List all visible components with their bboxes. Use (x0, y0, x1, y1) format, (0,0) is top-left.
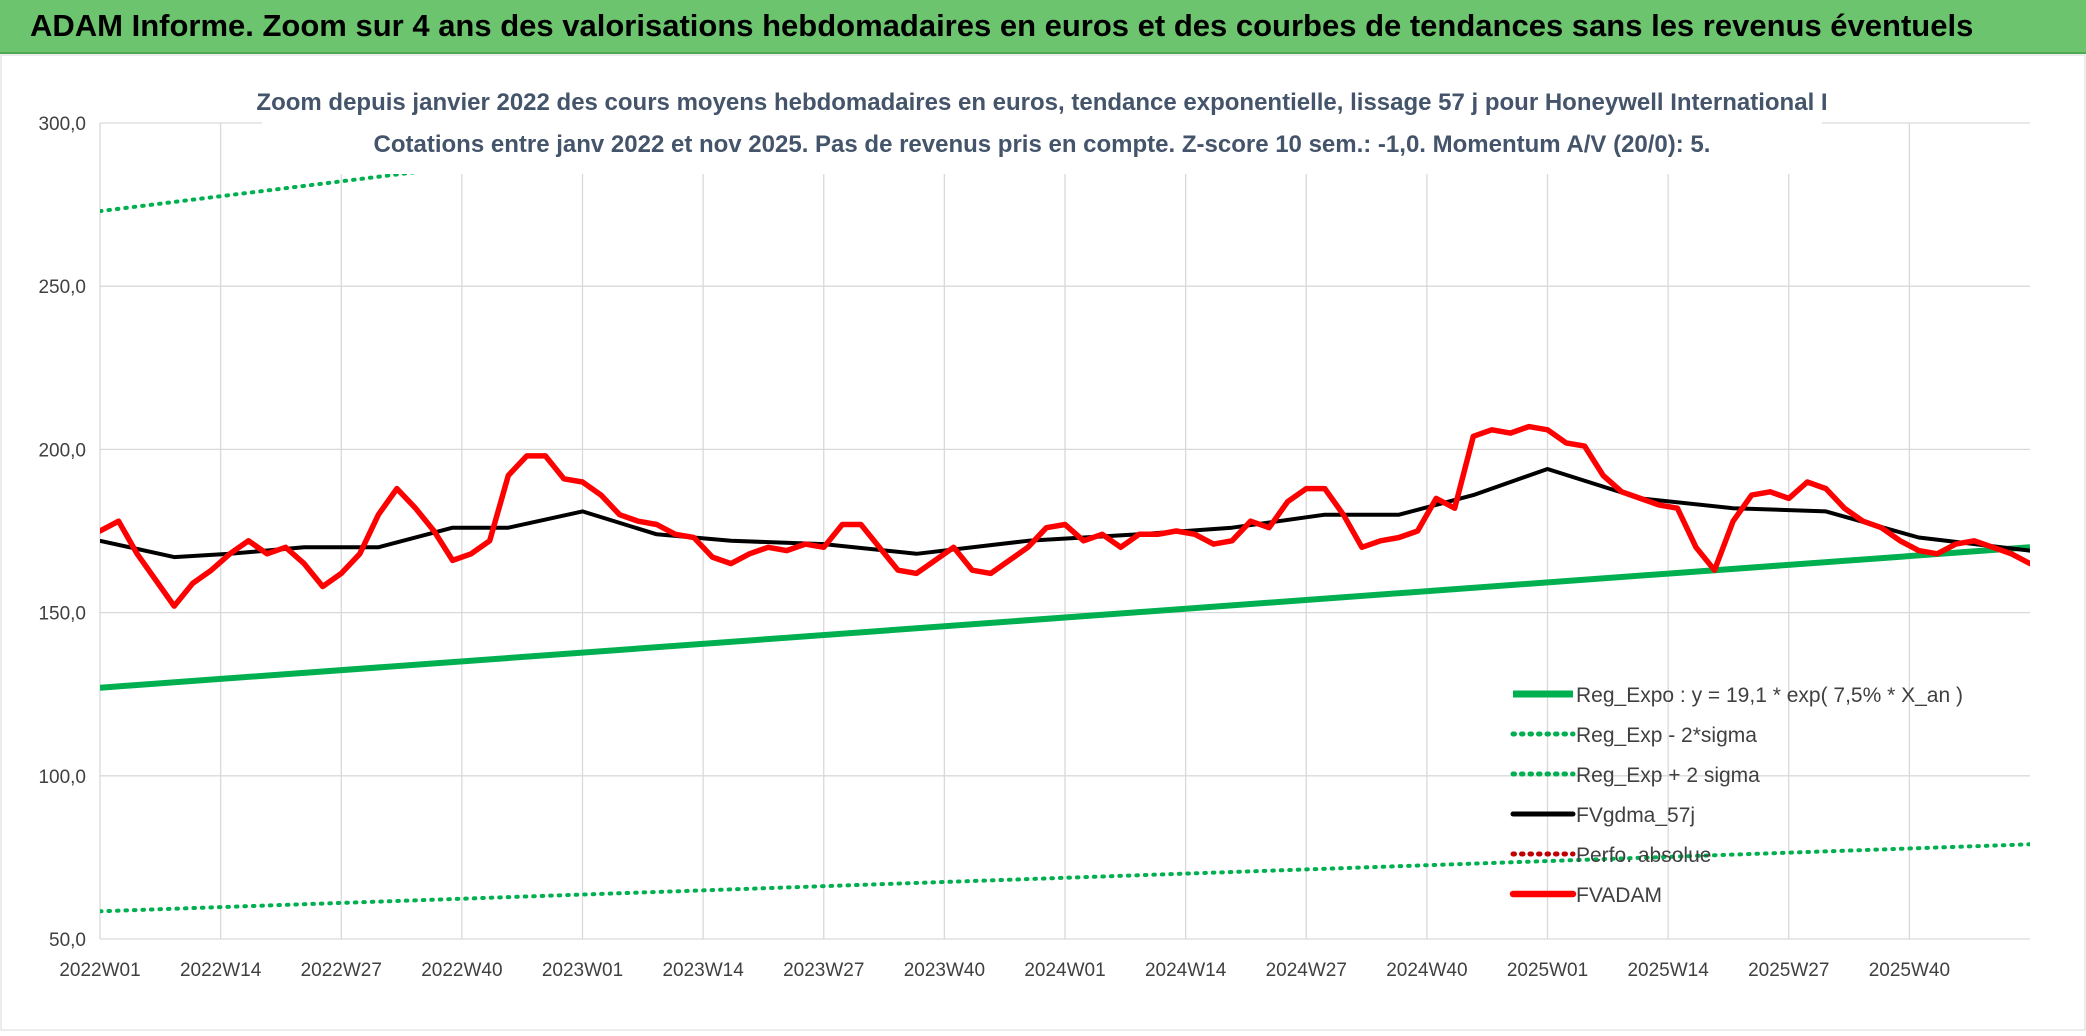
axis-layer: 50,0 100,0 150,0 200,0 250,0 300,0 2022W01 2022… (38, 114, 1950, 981)
line-chart: 50,0 100,0 150,0 200,0 250,0 300,0 2022W01 2022… (0, 54, 2086, 1031)
chart-legend: Reg_Expo : y = 19,1 * exp( 7,5% * X_an )… (1509, 684, 1963, 907)
y-tick-label: 250,0 (38, 277, 86, 298)
x-tick-label: 2023W27 (783, 960, 864, 981)
x-tick-label: 2025W40 (1869, 960, 1950, 981)
x-tick-label: 2025W14 (1627, 960, 1709, 981)
x-tick-label: 2024W14 (1145, 960, 1227, 981)
x-tick-label: 2023W40 (904, 960, 985, 981)
x-tick-label: 2022W01 (59, 960, 140, 981)
x-tick-label: 2022W27 (301, 960, 382, 981)
x-tick-label: 2022W40 (421, 960, 502, 981)
y-tick-label: 50,0 (49, 930, 86, 951)
chart-title: Zoom depuis janvier 2022 des cours moyen… (256, 89, 1827, 116)
series-line-reg-exp-2-sigma (100, 842, 2030, 914)
title-backdrop (262, 82, 1822, 174)
x-tick-label: 2024W40 (1386, 960, 1467, 981)
x-tick-label: 2022W14 (180, 960, 262, 981)
x-tick-label: 2023W01 (542, 960, 623, 981)
y-tick-label: 300,0 (38, 114, 86, 135)
legend-label: Reg_Expo : y = 19,1 * exp( 7,5% * X_an ) (1576, 684, 1963, 707)
x-tick-label: 2025W27 (1748, 960, 1829, 981)
legend-label: FVADAM (1576, 884, 1662, 907)
legend-label: Reg_Exp + 2 sigma (1576, 764, 1760, 787)
legend-label: Perfo. absolue (1576, 844, 1711, 867)
y-tick-label: 100,0 (38, 767, 86, 788)
y-tick-label: 150,0 (38, 604, 86, 625)
y-tick-label: 200,0 (38, 440, 86, 461)
series-line-fvadam (100, 423, 2030, 609)
x-tick-label: 2024W27 (1266, 960, 1347, 981)
chart-subtitle: Cotations entre janv 2022 et nov 2025. P… (374, 131, 1711, 158)
legend-label: FVgdma_57j (1576, 804, 1695, 827)
series-line-reg-expo-y-19-1-exp-7-5-x-an (100, 544, 2030, 691)
x-tick-label: 2023W14 (662, 960, 744, 981)
report-banner: ADAM Informe. Zoom sur 4 ans des valoris… (0, 0, 2086, 54)
x-tick-label: 2024W01 (1024, 960, 1105, 981)
x-tick-label: 2025W01 (1507, 960, 1588, 981)
legend-label: Reg_Exp - 2*sigma (1576, 724, 1757, 747)
report-title: ADAM Informe. Zoom sur 4 ans des valoris… (30, 8, 1974, 43)
chart-area: 50,0 100,0 150,0 200,0 250,0 300,0 2022W01 2022… (0, 54, 2086, 1031)
series-line-fvgdma-57j (100, 467, 2030, 560)
